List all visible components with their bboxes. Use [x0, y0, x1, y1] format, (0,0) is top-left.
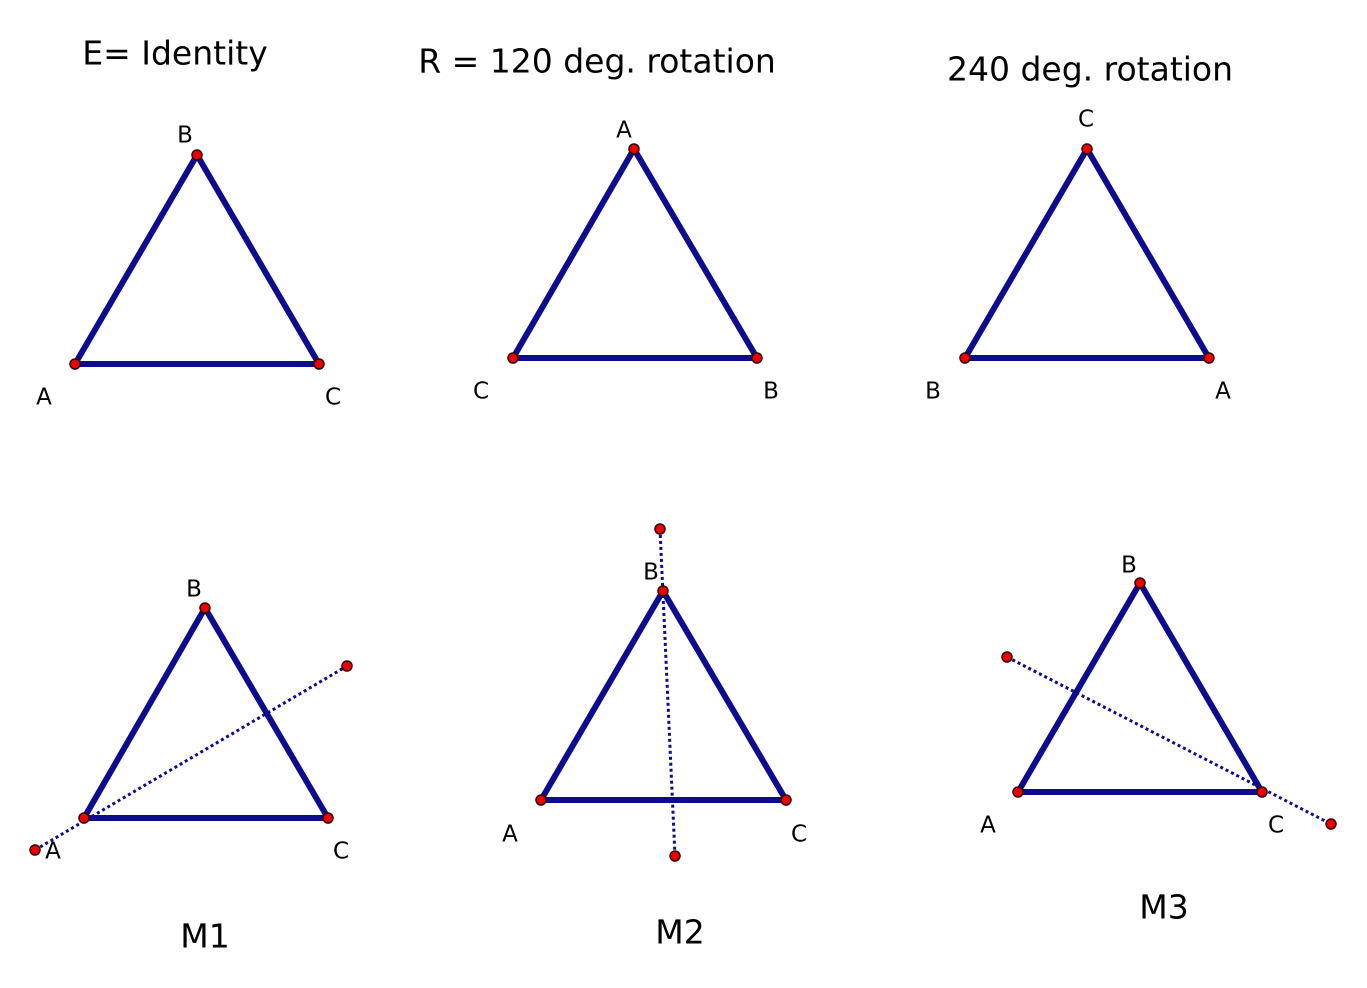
- triangle: [510, 146, 760, 361]
- panel: A B C M1: [29, 577, 353, 956]
- axis-point: [1001, 651, 1013, 663]
- vertex-label: B: [763, 379, 779, 405]
- panel: A B C M2: [502, 523, 807, 952]
- vertex-label: B: [925, 379, 941, 405]
- vertex: [1134, 577, 1146, 589]
- vertex-label: C: [1268, 813, 1284, 839]
- vertex: [1081, 143, 1093, 155]
- vertex-label: A: [502, 822, 518, 848]
- panel-title: M1: [180, 917, 229, 956]
- vertex: [1203, 352, 1215, 364]
- panel-title: 240 deg. rotation: [947, 50, 1233, 89]
- vertex: [69, 358, 81, 370]
- vertex: [313, 358, 325, 370]
- vertex-label: B: [643, 560, 659, 586]
- panel: A B C M3: [980, 553, 1337, 927]
- vertex: [1256, 786, 1268, 798]
- panel-title: M2: [655, 913, 704, 952]
- vertex-label: A: [1215, 379, 1231, 405]
- vertex: [959, 352, 971, 364]
- vertex-label: C: [333, 839, 349, 865]
- triangle: [538, 588, 789, 803]
- vertex: [751, 352, 763, 364]
- vertex-label: C: [473, 379, 489, 405]
- axis-point: [669, 850, 681, 862]
- vertex-label: B: [1121, 553, 1137, 579]
- vertex-label: C: [325, 385, 341, 411]
- vertex-label: C: [791, 822, 807, 848]
- mirror-axis: [658, 528, 677, 857]
- axis-point: [341, 660, 353, 672]
- vertex-label: A: [616, 118, 632, 144]
- vertex-label: A: [45, 839, 61, 865]
- panel-title: R = 120 deg. rotation: [418, 42, 776, 81]
- vertex: [657, 585, 669, 597]
- vertex: [322, 812, 334, 824]
- vertex-label: A: [980, 813, 996, 839]
- panel-title: M3: [1139, 888, 1188, 927]
- vertex: [199, 602, 211, 614]
- axis-point: [654, 523, 666, 535]
- triangle: [72, 152, 322, 367]
- vertex: [535, 794, 547, 806]
- vertex-label: B: [177, 123, 193, 149]
- vertex-label: C: [1078, 107, 1094, 133]
- panel: 240 deg. rotation B C A: [925, 50, 1233, 405]
- vertex-label: B: [186, 577, 202, 603]
- axis-point: [29, 844, 41, 856]
- mirror-axis: [1006, 655, 1332, 826]
- axis-point: [1325, 818, 1337, 830]
- vertex: [78, 812, 90, 824]
- panel: E= Identity A B C: [36, 34, 341, 411]
- triangle: [1015, 580, 1265, 795]
- triangle: [962, 146, 1212, 361]
- vertex: [191, 149, 203, 161]
- panel-title: E= Identity: [82, 34, 267, 73]
- vertex: [1012, 786, 1024, 798]
- panel: R = 120 deg. rotation C A B: [418, 42, 779, 405]
- vertex: [507, 352, 519, 364]
- vertex: [628, 143, 640, 155]
- triangle: [81, 605, 331, 821]
- vertex-label: A: [36, 385, 52, 411]
- vertex: [780, 794, 792, 806]
